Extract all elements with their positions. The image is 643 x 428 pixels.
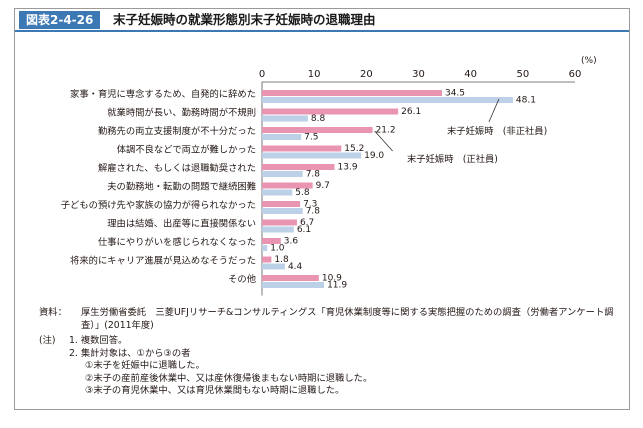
bar <box>262 108 399 115</box>
data-label: 1.8 <box>274 255 289 265</box>
bar <box>262 189 293 196</box>
header-rule <box>15 30 629 32</box>
data-label: 11.9 <box>327 281 347 291</box>
data-label: 21.2 <box>376 126 396 136</box>
data-label: 1.0 <box>270 244 285 254</box>
x-tick-label: 20 <box>360 69 373 80</box>
bar <box>262 145 342 152</box>
data-label: 9.7 <box>316 181 330 191</box>
category-label: 仕事にやりがいを感じられなくなった <box>98 236 256 248</box>
bar <box>262 256 272 263</box>
bar <box>262 263 285 270</box>
bar-chart: (%) 0 10 20 30 40 50 60 家事・育児に専念するため、自発的に辞めた 34.5… <box>61 56 597 296</box>
category-label: 体調不良などで両立が難しかった <box>117 144 256 156</box>
note-item: 2. 集計対象は、①から③の者 <box>69 347 191 359</box>
category-label: 解雇された、もしくは退職勧奨された <box>98 162 256 174</box>
bar <box>262 219 297 226</box>
bar <box>262 226 294 233</box>
data-label: 3.6 <box>284 237 299 247</box>
data-label: 26.1 <box>401 107 421 117</box>
annotation-label: 末子妊娠時 (正社員) <box>407 153 498 165</box>
data-label: 7.8 <box>306 207 321 217</box>
data-label: 7.5 <box>304 133 318 143</box>
category-label: その他 <box>228 273 256 285</box>
note-item: 1. 複数回答。 <box>69 335 128 346</box>
data-label: 48.1 <box>516 96 536 106</box>
bar <box>262 182 313 189</box>
category-label: 家事・育児に専念するため、自発的に辞めた <box>70 88 256 100</box>
note-item: ①末子を妊娠中に退職した。 <box>85 360 205 371</box>
figure-label: 図表2-4-26 <box>19 11 101 29</box>
annotation-leader <box>374 130 393 152</box>
category-label: 夫の勤務地・転勤の問題で継続困難 <box>107 181 256 193</box>
data-label: 6.1 <box>297 225 311 235</box>
figure-header: 図表2-4-26 末子妊娠時の就業形態別末子妊娠時の退職理由 <box>15 9 629 32</box>
data-label: 15.2 <box>344 144 364 154</box>
category-label: 将来的にキャリア進展が見込めなそうだった <box>70 255 256 267</box>
source-key: 資料： <box>39 307 67 318</box>
x-tick-label: 40 <box>464 69 477 80</box>
bar <box>262 152 362 159</box>
annotation-leader <box>488 98 500 123</box>
data-label: 7.3 <box>303 200 317 210</box>
data-label: 8.8 <box>311 114 326 124</box>
annotation-label: 末子妊娠時 (非正社員) <box>447 125 547 137</box>
bar <box>262 164 335 170</box>
category-label: 子どもの預け先や家族の協力が得られなかった <box>61 199 256 211</box>
note-key: (注) <box>39 335 56 346</box>
source-text: 厚生労働省委託 三菱UFJリサーチ&コンサルティングス「育児休業制度等に関する実… <box>81 307 614 331</box>
bar <box>262 238 281 244</box>
data-label: 13.9 <box>338 163 358 173</box>
x-tick-label: 10 <box>308 69 321 80</box>
figure-title: 末子妊娠時の就業形態別末子妊娠時の退職理由 <box>113 12 376 27</box>
category-label: 勤務先の両立支援制度が不十分だった <box>98 125 256 137</box>
bar <box>262 282 325 288</box>
data-label: 19.0 <box>364 151 384 161</box>
data-label: 7.8 <box>306 170 321 180</box>
bar <box>262 97 513 103</box>
bar <box>262 171 303 177</box>
unit-label: (%) <box>581 56 597 66</box>
data-label: 4.4 <box>288 262 303 272</box>
x-tick-label: 60 <box>569 69 582 80</box>
note-item: ②末子の産前産後休業中、又は産休復帰後まもない時期に退職した。 <box>85 372 373 384</box>
bar <box>262 134 302 140</box>
bar <box>262 275 319 281</box>
data-label: 5.8 <box>295 188 310 198</box>
bar <box>262 127 373 133</box>
data-label: 34.5 <box>445 89 465 99</box>
bar <box>262 115 308 122</box>
x-tick-label: 30 <box>412 69 425 80</box>
bar <box>262 90 442 96</box>
x-tick-label: 0 <box>259 69 265 80</box>
data-label: 10.9 <box>322 274 342 284</box>
category-label: 理由は結婚、出産等に直接関係ない <box>107 218 256 230</box>
figure-frame: 図表2-4-26 末子妊娠時の就業形態別末子妊娠時の退職理由 (%) 0 10 20 3… <box>14 8 630 410</box>
note-item: ③末子の育児休業中、又は育児休業間もない時期に退職した。 <box>85 385 345 396</box>
bar <box>262 201 301 207</box>
x-tick-label: 50 <box>516 69 529 80</box>
bar <box>262 208 303 214</box>
bar <box>262 245 268 251</box>
category-label: 就業時間が長い、勤務時間が不規則 <box>107 107 256 119</box>
data-label: 6.7 <box>300 218 314 228</box>
